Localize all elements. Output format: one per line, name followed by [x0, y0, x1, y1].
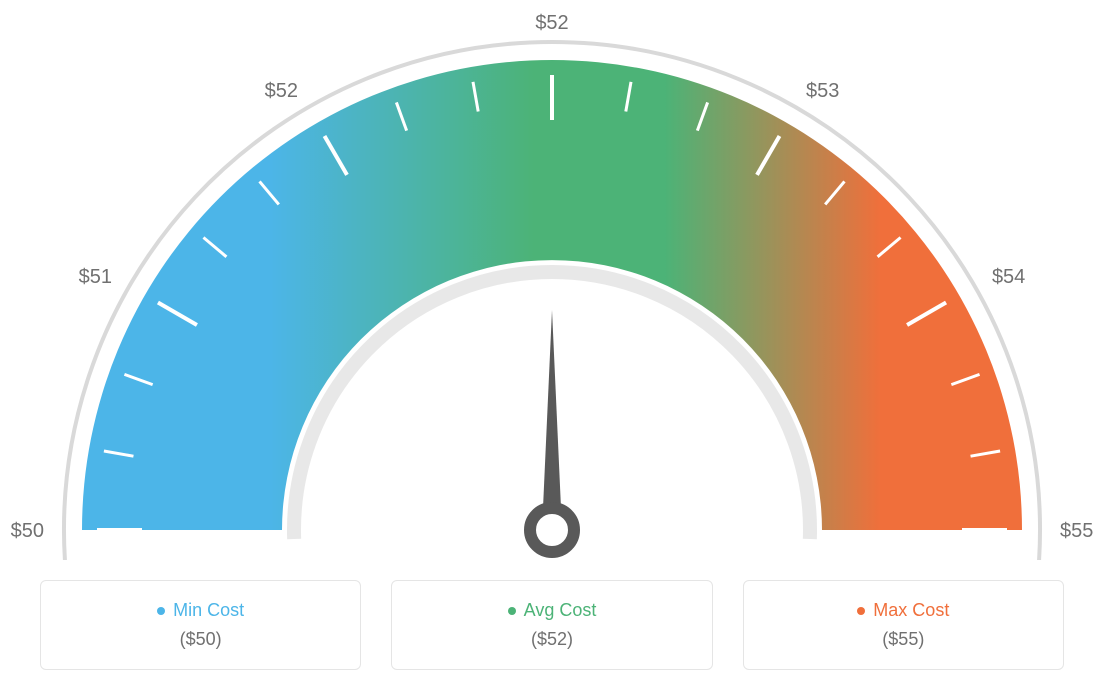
legend-value-max: ($55)	[882, 629, 924, 650]
legend-value-avg: ($52)	[531, 629, 573, 650]
gauge-svg: $50 $51 $52 $52 $53 $54 $55	[0, 0, 1104, 560]
legend-row: Min Cost ($50) Avg Cost ($52) Max Cost (…	[0, 580, 1104, 690]
legend-card-min: Min Cost ($50)	[40, 580, 361, 670]
legend-value-min: ($50)	[180, 629, 222, 650]
legend-card-avg: Avg Cost ($52)	[391, 580, 712, 670]
legend-dot-max	[857, 607, 865, 615]
gauge-tick-label: $54	[992, 266, 1025, 288]
legend-dot-avg	[508, 607, 516, 615]
gauge-area: $50 $51 $52 $52 $53 $54 $55	[0, 0, 1104, 560]
legend-label-avg: Avg Cost	[524, 600, 597, 621]
legend-title-max: Max Cost	[857, 600, 949, 621]
legend-title-min: Min Cost	[157, 600, 244, 621]
legend-label-max: Max Cost	[873, 600, 949, 621]
gauge-tick-label: $55	[1060, 520, 1093, 542]
gauge-chart-container: $50 $51 $52 $52 $53 $54 $55 Min Cost ($50) Avg…	[0, 0, 1104, 690]
gauge-tick-label: $51	[79, 266, 112, 288]
legend-dot-min	[157, 607, 165, 615]
legend-label-min: Min Cost	[173, 600, 244, 621]
legend-card-max: Max Cost ($55)	[743, 580, 1064, 670]
gauge-tick-label: $52	[265, 80, 298, 102]
gauge-tick-label: $50	[11, 520, 44, 542]
legend-title-avg: Avg Cost	[508, 600, 597, 621]
gauge-tick-label: $52	[535, 12, 568, 34]
gauge-tick-label: $53	[806, 80, 839, 102]
